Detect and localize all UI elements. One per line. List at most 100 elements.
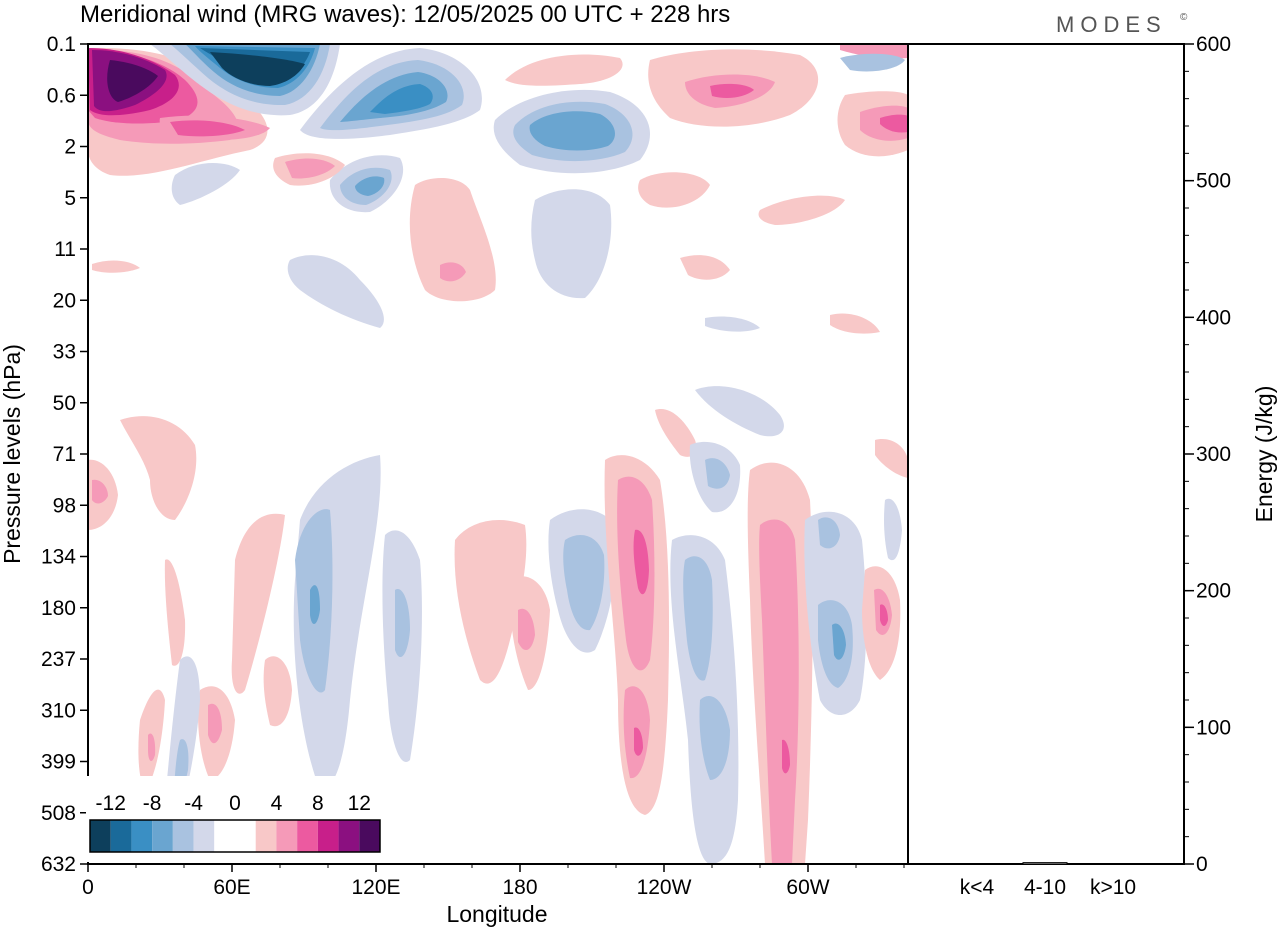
brand-mark: © (1180, 12, 1188, 23)
colorbar-label: -4 (184, 792, 203, 815)
contour-pos-ur-3 (710, 83, 754, 98)
y-tick-label: 50 (53, 392, 76, 415)
energy-axis: 0 100 200 300 400 500 600 (1184, 33, 1231, 876)
x-tick-label: 0 (82, 876, 94, 899)
colorbar-swatch (359, 820, 380, 852)
y-tick-label: 71 (53, 443, 76, 466)
colorbar-label: 8 (312, 792, 324, 815)
y-axis-label: Pressure levels (hPa) (0, 344, 25, 564)
contour-neg-col-40w-top (818, 517, 840, 549)
energy-tick-label: 100 (1196, 716, 1231, 739)
contour-pos-5hpa-core (285, 158, 335, 179)
colorbar-swatch (131, 820, 153, 852)
colorbar-swatch (90, 820, 111, 852)
colorbar-swatch (338, 820, 360, 852)
energy-tick-label: 400 (1196, 306, 1231, 329)
colorbar-swatch (255, 820, 277, 852)
energy-category-label: k<4 (960, 876, 995, 899)
colorbar-swatch (110, 820, 132, 852)
energy-category-label: k>10 (1090, 876, 1136, 899)
contour-pos-20hpa-r (830, 313, 880, 334)
contour-pos-ur-top (840, 44, 908, 59)
y-tick-label: 0.6 (47, 84, 76, 107)
energy-category-label: 4-10 (1024, 876, 1066, 899)
contour-neg-98hpa-r-core (705, 458, 730, 489)
contour-pos-col-60w-3 (782, 739, 790, 774)
chart-title: Meridional wind (MRG waves): 12/05/2025 … (80, 1, 730, 28)
contour-pos-ul-band-core (170, 120, 245, 137)
contour-pos-71hpa-l (120, 416, 197, 520)
y-tick-label: 33 (53, 341, 76, 364)
contour-pos-11hpa-r (680, 255, 730, 280)
contour-neg-col-40w-3 (832, 623, 846, 660)
y-tick-label: 310 (41, 699, 76, 722)
colorbar: -12 -8 -4 0 4 8 12 (86, 776, 384, 862)
contour-pos-col-40e (164, 559, 186, 666)
contour-neg-120e-4 (370, 84, 433, 114)
contour-pos-180-mid-1 (409, 178, 496, 302)
x-tick-label: 60E (213, 876, 250, 899)
contour-pos-98hpa-l-core (92, 479, 108, 504)
contour-neg-col-160w-2 (563, 535, 605, 631)
contour-pos-col-150w-3 (518, 608, 535, 651)
contour-pos-col-60w-2 (759, 519, 799, 864)
x-axis-label: Longitude (446, 901, 547, 927)
contour-neg-col-90e-3 (310, 585, 320, 625)
contour-pos-180-top (505, 54, 623, 86)
colorbar-label: -8 (143, 792, 162, 815)
contour-pos-col-20w-peak (880, 604, 888, 626)
energy-plot-frame (907, 43, 1185, 865)
energy-bar (1022, 862, 1068, 865)
contour-neg-11hpa (287, 255, 384, 328)
colorbar-swatch (276, 820, 298, 852)
colorbar-swatch (193, 820, 215, 852)
contour-pos-50hpa-r (655, 409, 697, 457)
y-tick-label: 180 (41, 597, 76, 620)
contour-pos-col-120w-3 (633, 529, 649, 595)
colorbar-swatch (235, 820, 256, 852)
contour-pos-col-70e (231, 513, 285, 694)
contour-field (88, 44, 908, 864)
y-tick-label: 2 (64, 136, 76, 159)
colorbar-label: 0 (229, 792, 241, 815)
x-tick-label: 120W (637, 876, 692, 899)
contour-pos-col-30e-core (148, 733, 156, 762)
y-tick-label: 508 (41, 802, 76, 825)
contour-neg-col-10w (884, 498, 902, 561)
energy-tick-label: 0 (1196, 853, 1208, 876)
y-tick-label: 98 (53, 494, 76, 517)
contour-neg-ur (840, 53, 905, 72)
y-tick-label: 134 (41, 546, 76, 569)
colorbar-frame (89, 819, 381, 853)
contour-pos-ur-6 (880, 114, 908, 133)
contour-pos-col-150w-1 (454, 520, 527, 684)
y-tick-label: 399 (41, 751, 76, 774)
y-axis: 0.1 0.6 2 5 11 20 33 50 71 98 134 180 237 310 399 508 63… (41, 33, 88, 876)
colorbar-swatch (152, 820, 173, 852)
contour-pos-71hpa-r (875, 439, 908, 478)
y-tick-label: 237 (41, 648, 76, 671)
contour-neg-50hpa-r (695, 386, 784, 437)
y-tick-label: 20 (53, 289, 76, 312)
colorbar-label: -12 (96, 792, 126, 815)
energy-axis-label: Energy (J/kg) (1251, 386, 1277, 523)
colorbar-label: 4 (271, 792, 283, 815)
contour-neg-col-100w-2 (683, 556, 713, 681)
colorbar-swatch (172, 820, 194, 852)
contour-pos-ur-mid2 (758, 195, 845, 225)
contour-pos-180-mid-2 (440, 262, 466, 282)
contour-neg-5hpa-3 (355, 176, 385, 196)
x-tick-label: 60W (786, 876, 829, 899)
modes-logo: MODES © (1056, 12, 1188, 37)
colorbar-swatch (214, 820, 235, 852)
colorbar-label: 12 (348, 792, 371, 815)
contour-neg-180-3 (529, 111, 615, 151)
contour-neg-20hpa-r (705, 316, 760, 332)
contour-pos-col-110e (263, 656, 292, 727)
energy-tick-label: 300 (1196, 443, 1231, 466)
y-tick-label: 0.1 (47, 33, 76, 56)
energy-bars: k<4 4-10 k>10 (960, 862, 1136, 899)
y-tick-label: 5 (64, 187, 76, 210)
x-tick-label: 120E (351, 876, 400, 899)
